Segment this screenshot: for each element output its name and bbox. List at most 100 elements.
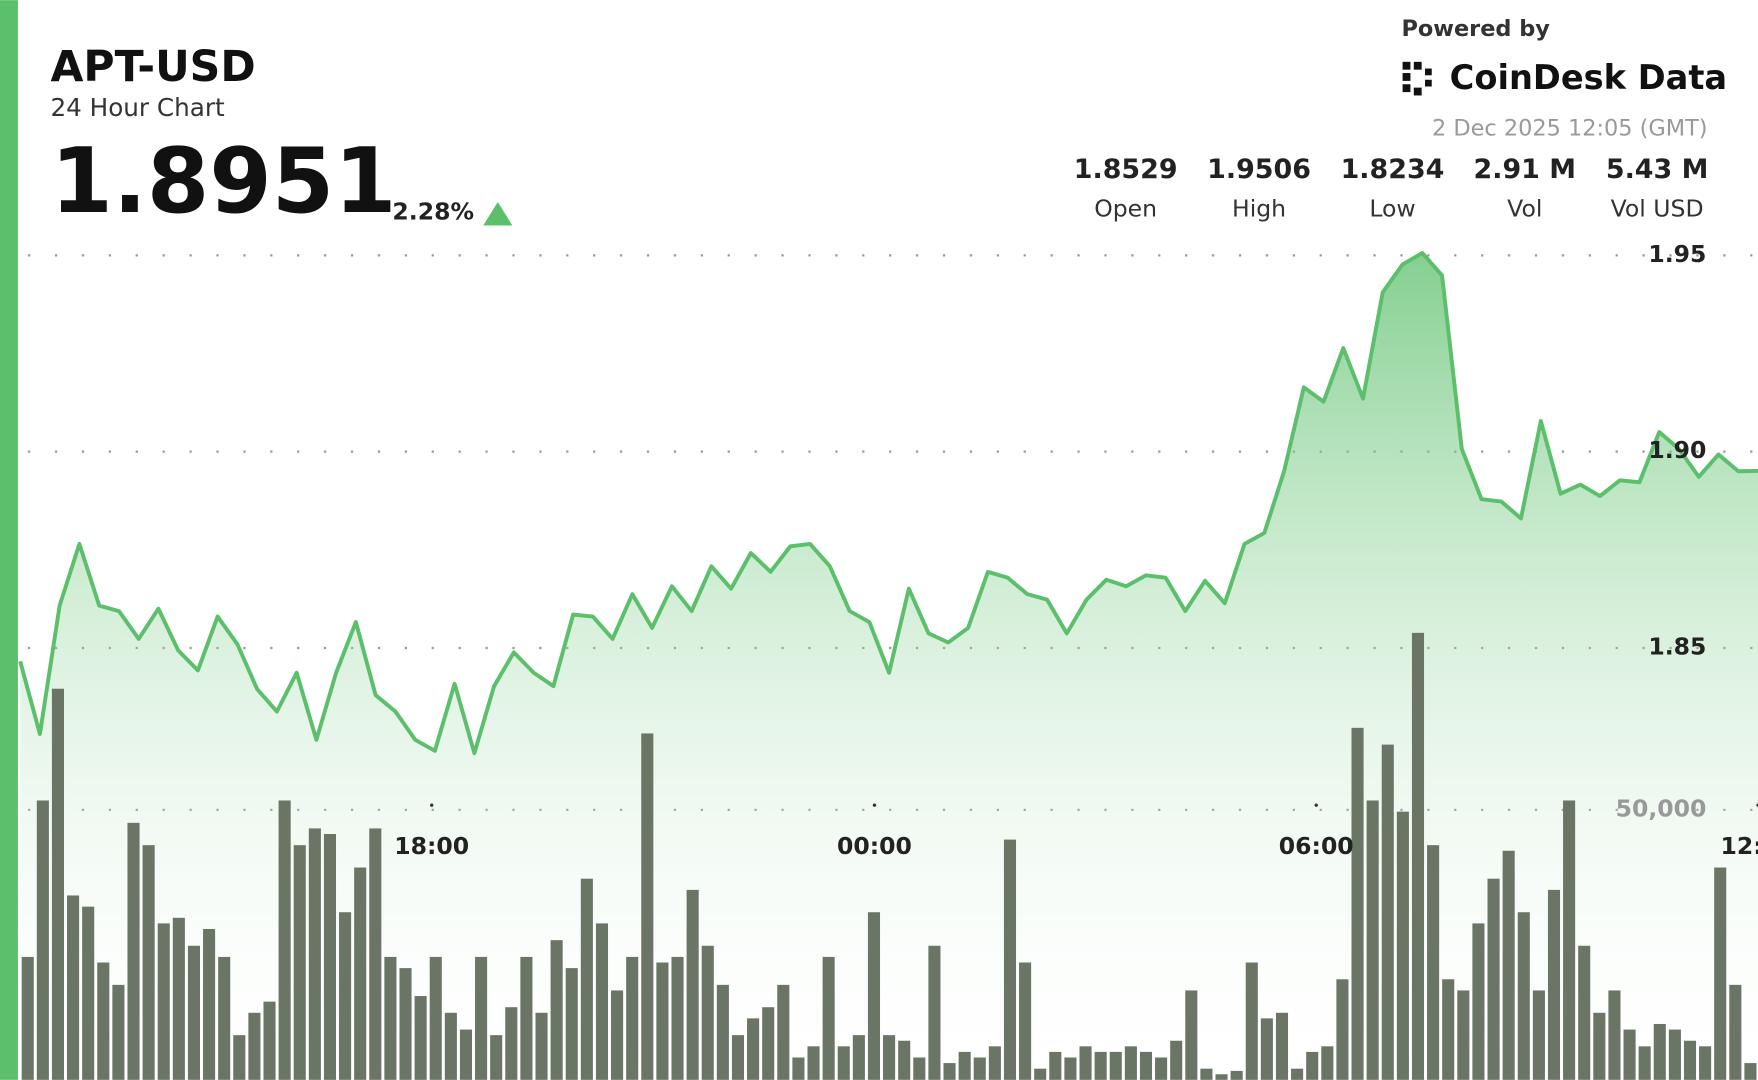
volume-bar bbox=[671, 956, 684, 1080]
volume-bar bbox=[792, 1057, 805, 1080]
timestamp: 2 Dec 2025 12:05 (GMT) bbox=[1432, 116, 1708, 142]
volume-bar bbox=[595, 923, 609, 1080]
volume-bar bbox=[1109, 1051, 1122, 1080]
volume-bar bbox=[943, 1063, 956, 1080]
volume-bar bbox=[1049, 1051, 1062, 1080]
volume-bar bbox=[1230, 1070, 1243, 1080]
volume-bar bbox=[308, 828, 321, 1080]
volume-bar bbox=[822, 956, 835, 1080]
volume-bar bbox=[1321, 1046, 1334, 1080]
stat-value: 2.91 M bbox=[1474, 154, 1576, 185]
volume-bar bbox=[1094, 1051, 1107, 1080]
volume-bar bbox=[203, 928, 216, 1080]
volume-bar bbox=[1714, 867, 1727, 1080]
y-tick-label: 1.95 bbox=[1648, 240, 1706, 268]
stat-label: Vol USD bbox=[1611, 194, 1704, 222]
volume-bar bbox=[1200, 1068, 1213, 1080]
volume-bar bbox=[928, 945, 941, 1080]
volume-bar bbox=[1532, 990, 1545, 1080]
volume-bar bbox=[1139, 1051, 1153, 1080]
x-tick-mark bbox=[872, 803, 877, 807]
volume-bar bbox=[1079, 1046, 1092, 1080]
volume-bar bbox=[1260, 1018, 1273, 1080]
volume-bar bbox=[490, 1035, 503, 1080]
volume-bar bbox=[475, 956, 488, 1080]
volume-bar bbox=[1427, 845, 1440, 1080]
volume-bar bbox=[67, 895, 80, 1080]
volume-bar bbox=[1396, 811, 1409, 1080]
volume-bar bbox=[1034, 1068, 1047, 1080]
volume-bar bbox=[777, 984, 790, 1080]
stat-value: 5.43 M bbox=[1606, 154, 1708, 185]
volume-bar bbox=[1517, 912, 1530, 1080]
volume-bar bbox=[1593, 1012, 1606, 1080]
x-tick-mark bbox=[1314, 803, 1318, 807]
volume-bar bbox=[565, 968, 578, 1080]
volume-bar bbox=[1668, 1029, 1681, 1080]
volume-bar bbox=[1653, 1023, 1666, 1080]
x-tick-label: 18:00 bbox=[394, 832, 469, 860]
volume-bar bbox=[1608, 990, 1621, 1080]
stat-value: 1.9506 bbox=[1207, 154, 1311, 185]
volume-bar bbox=[867, 912, 881, 1080]
volume-bar bbox=[1699, 1046, 1712, 1080]
volume-bar bbox=[1215, 1074, 1228, 1080]
volume-bar bbox=[1170, 1040, 1183, 1080]
volume-bar bbox=[762, 1007, 775, 1080]
volume-bar bbox=[293, 845, 306, 1080]
volume-bar bbox=[1487, 878, 1500, 1080]
volume-bar bbox=[973, 1057, 986, 1080]
volume-bar bbox=[580, 878, 593, 1080]
volume-bar bbox=[611, 990, 624, 1080]
volume-bar bbox=[701, 945, 714, 1080]
volume-bar bbox=[263, 1001, 276, 1080]
volume-bar bbox=[1623, 1029, 1636, 1080]
volume-bar bbox=[142, 845, 155, 1080]
brand: CoinDesk Data bbox=[1450, 58, 1727, 97]
volume-bar bbox=[1003, 839, 1017, 1080]
volume-bar bbox=[641, 733, 654, 1080]
volume-bar bbox=[82, 906, 95, 1080]
volume-bar bbox=[1502, 850, 1515, 1080]
y-tick-label: 1.85 bbox=[1648, 632, 1706, 660]
volume-bar bbox=[686, 889, 699, 1080]
volume-bar bbox=[1457, 990, 1470, 1080]
volume-bar bbox=[1442, 979, 1455, 1080]
volume-bar bbox=[1578, 945, 1591, 1080]
volume-bar bbox=[1411, 632, 1425, 1080]
volume-bar bbox=[21, 956, 34, 1080]
volume-bar bbox=[988, 1046, 1001, 1080]
volume-bar bbox=[399, 968, 412, 1080]
volume-bar bbox=[913, 1057, 926, 1080]
volume-bar bbox=[1744, 1063, 1757, 1080]
header: APT-USD 24 Hour Chart 1.8951 2.28% Power… bbox=[50, 16, 1727, 234]
volume-bar bbox=[1472, 923, 1485, 1080]
logo-icon bbox=[1402, 61, 1432, 96]
volume-bar bbox=[1245, 962, 1258, 1080]
volume-bar bbox=[323, 833, 337, 1080]
accent-bar bbox=[0, 0, 18, 1080]
volume-bar bbox=[1638, 1046, 1651, 1080]
volume-bar bbox=[1124, 1046, 1137, 1080]
volume-bar bbox=[1275, 1012, 1289, 1080]
change: 2.28% bbox=[392, 198, 474, 226]
stat-value: 1.8234 bbox=[1341, 154, 1445, 185]
stat-label: Open bbox=[1094, 194, 1157, 222]
volume-bar bbox=[414, 996, 427, 1080]
volume-bar bbox=[369, 828, 382, 1080]
volume-bar bbox=[1306, 1051, 1319, 1080]
x-tick-label: 12:00 bbox=[1721, 832, 1758, 860]
volume-bar bbox=[1683, 1040, 1697, 1080]
volume-bar bbox=[520, 956, 533, 1080]
x-tick-label: 06:00 bbox=[1279, 832, 1354, 860]
last-price: 1.8951 bbox=[50, 130, 396, 234]
volume-bar bbox=[716, 984, 729, 1080]
volume-bar bbox=[157, 923, 170, 1080]
volume-bar bbox=[535, 1012, 548, 1080]
volume-bar bbox=[505, 1007, 518, 1080]
volume-bar bbox=[1155, 1057, 1168, 1080]
volume-bar bbox=[354, 867, 367, 1080]
volume-bar bbox=[187, 945, 201, 1080]
volume-bar bbox=[626, 956, 639, 1080]
volume-bar bbox=[1366, 800, 1379, 1080]
